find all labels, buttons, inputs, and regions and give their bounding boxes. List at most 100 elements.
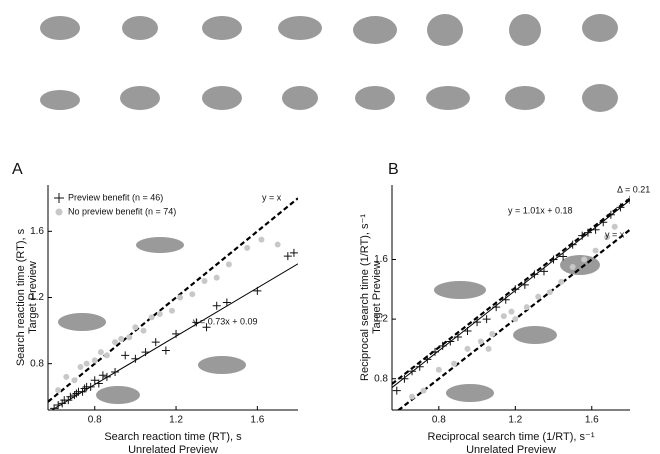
point bbox=[485, 345, 492, 352]
point bbox=[520, 280, 529, 289]
point bbox=[512, 316, 519, 323]
point bbox=[97, 349, 104, 356]
inset-image bbox=[446, 384, 494, 402]
point bbox=[90, 376, 99, 385]
point bbox=[431, 347, 440, 356]
point bbox=[616, 203, 625, 212]
point bbox=[473, 318, 482, 327]
point bbox=[415, 362, 424, 371]
point bbox=[55, 387, 62, 394]
x-tick-label: 1.2 bbox=[508, 415, 522, 426]
inset-image bbox=[513, 326, 557, 344]
point bbox=[131, 354, 140, 363]
point bbox=[80, 384, 89, 393]
animal-image bbox=[40, 90, 80, 110]
reference-line bbox=[396, 228, 630, 410]
point bbox=[126, 334, 133, 341]
inset-image bbox=[198, 356, 246, 374]
x-tick-label: 1.6 bbox=[250, 415, 264, 426]
point bbox=[212, 301, 221, 310]
animal-image bbox=[582, 14, 618, 42]
point bbox=[102, 372, 111, 381]
point bbox=[535, 293, 542, 300]
point bbox=[66, 392, 75, 401]
point bbox=[523, 304, 530, 311]
reference-line bbox=[392, 199, 630, 388]
point bbox=[539, 267, 548, 276]
point bbox=[168, 307, 175, 314]
legend-label: Preview benefit (n = 46) bbox=[68, 192, 163, 202]
point bbox=[420, 387, 427, 394]
point bbox=[511, 285, 520, 294]
y-axis-label: Reciprocal search time (1/RT), s⁻¹ bbox=[359, 214, 371, 381]
y-axis-sublabel: Target Preview bbox=[27, 261, 39, 334]
x-tick-label: 1.6 bbox=[585, 415, 599, 426]
inset-image bbox=[136, 237, 184, 253]
point bbox=[77, 363, 84, 370]
point bbox=[201, 277, 208, 284]
animal-image bbox=[505, 86, 545, 110]
line-label: y = 1.01x + 0.18 bbox=[508, 205, 573, 215]
point bbox=[606, 210, 615, 219]
point bbox=[189, 291, 196, 298]
legend-marker bbox=[54, 193, 64, 203]
point bbox=[453, 332, 462, 341]
point bbox=[289, 248, 298, 257]
animal-image bbox=[282, 86, 318, 110]
point bbox=[70, 391, 79, 400]
legend-label: No preview benefit (n = 74) bbox=[68, 206, 176, 216]
point bbox=[253, 286, 262, 295]
point bbox=[583, 228, 592, 237]
point bbox=[72, 389, 81, 398]
animal-image bbox=[427, 14, 463, 46]
x-axis-sublabel: Unrelated Preview bbox=[466, 444, 556, 454]
point bbox=[477, 338, 484, 345]
point bbox=[121, 351, 130, 360]
x-axis-sublabel: Unrelated Preview bbox=[128, 444, 218, 454]
point bbox=[58, 399, 67, 408]
point bbox=[451, 360, 458, 367]
point bbox=[604, 234, 611, 241]
animal-image bbox=[122, 16, 158, 40]
point bbox=[141, 348, 150, 357]
point bbox=[274, 241, 281, 248]
animal-image bbox=[355, 86, 395, 110]
point bbox=[568, 240, 577, 249]
point bbox=[148, 314, 155, 321]
point bbox=[578, 231, 587, 240]
animal-images bbox=[40, 14, 618, 112]
legend-marker bbox=[55, 208, 63, 216]
point bbox=[599, 218, 608, 227]
line-label: y = x bbox=[262, 192, 282, 202]
point bbox=[151, 338, 160, 347]
line-label: y = x bbox=[605, 229, 625, 239]
reference-line bbox=[48, 197, 298, 403]
point bbox=[569, 263, 576, 270]
animal-image bbox=[582, 84, 618, 112]
x-axis-label: Reciprocal search time (1/RT), s⁻¹ bbox=[428, 431, 595, 443]
point bbox=[438, 341, 447, 350]
point bbox=[392, 386, 401, 395]
point bbox=[508, 308, 515, 315]
point bbox=[50, 404, 59, 410]
point bbox=[140, 327, 147, 334]
point bbox=[225, 261, 232, 268]
animal-image bbox=[278, 16, 322, 40]
point bbox=[213, 274, 220, 281]
point bbox=[409, 393, 416, 400]
point bbox=[244, 244, 251, 251]
x-tick-label: 1.2 bbox=[169, 415, 183, 426]
point bbox=[546, 289, 553, 296]
plot-area bbox=[48, 197, 298, 410]
point bbox=[118, 335, 125, 342]
point bbox=[71, 377, 78, 384]
point bbox=[626, 195, 630, 204]
point bbox=[258, 236, 265, 243]
x-tick-label: 0.8 bbox=[432, 415, 446, 426]
point bbox=[83, 360, 90, 367]
point bbox=[78, 387, 87, 396]
y-axis-label: Search reaction time (RT), s bbox=[15, 228, 27, 366]
point bbox=[111, 367, 120, 376]
point bbox=[558, 278, 565, 285]
